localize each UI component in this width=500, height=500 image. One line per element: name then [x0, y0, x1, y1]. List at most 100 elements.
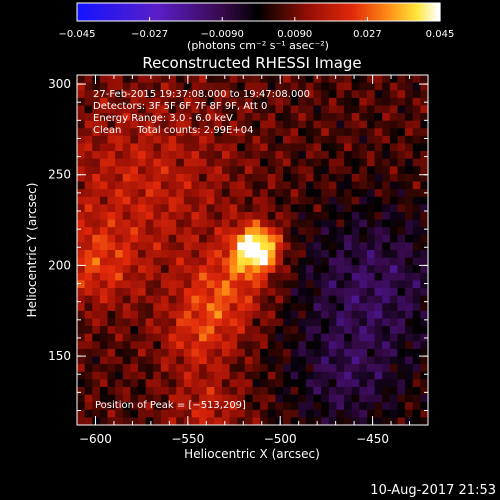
heatmap-cell	[153, 341, 162, 350]
heatmap-cell	[221, 250, 231, 259]
heatmap-cell	[267, 310, 276, 319]
heatmap-cell	[313, 97, 322, 106]
colorbar-swatch	[340, 3, 344, 21]
heatmap-cell	[366, 288, 376, 297]
heatmap-cell	[412, 158, 421, 167]
heatmap-cell	[389, 227, 398, 236]
heatmap-cell	[183, 82, 192, 91]
heatmap-cell	[153, 227, 162, 236]
heatmap-cell	[138, 341, 147, 350]
heatmap-cell	[313, 90, 322, 99]
heatmap-cell	[237, 173, 246, 183]
heatmap-cell	[214, 272, 223, 281]
heatmap-cell	[260, 166, 269, 175]
heatmap-cell	[321, 303, 330, 312]
heatmap-cell	[412, 189, 421, 198]
heatmap-cell	[275, 75, 284, 84]
heatmap-cell	[221, 158, 231, 167]
heatmap-cell	[199, 257, 208, 266]
colorbar-swatch	[349, 3, 353, 21]
heatmap-cell	[283, 90, 292, 99]
heatmap-cell	[99, 143, 109, 152]
heatmap-cell	[138, 288, 147, 297]
heatmap-cell	[77, 227, 86, 236]
heatmap-cell	[84, 333, 93, 342]
heatmap-cell	[153, 211, 162, 221]
heatmap-cell	[397, 181, 406, 190]
heatmap-cell	[183, 135, 192, 144]
heatmap-cell	[336, 356, 345, 365]
heatmap-cell	[176, 75, 185, 84]
heatmap-cell	[290, 280, 299, 289]
heatmap-cell	[183, 379, 192, 388]
heatmap-cell	[130, 356, 139, 365]
heatmap-cell	[176, 97, 185, 106]
heatmap-cell	[321, 417, 330, 425]
heatmap-cell	[115, 113, 124, 122]
heatmap-cell	[122, 181, 131, 190]
heatmap-cell	[191, 158, 200, 167]
heatmap-cell	[321, 326, 330, 335]
heatmap-cell	[84, 105, 93, 114]
heatmap-cell	[244, 151, 253, 160]
heatmap-cell	[77, 143, 86, 152]
heatmap-cell	[351, 379, 360, 388]
heatmap-cell	[405, 303, 414, 312]
heatmap-cell	[290, 128, 299, 137]
heatmap-cell	[397, 280, 406, 289]
heatmap-cell	[321, 364, 330, 373]
heatmap-cell	[183, 90, 192, 99]
heatmap-cell	[84, 135, 93, 144]
heatmap-cell	[420, 402, 428, 411]
heatmap-cell	[252, 211, 261, 221]
heatmap-cell	[99, 303, 109, 312]
colorbar-swatch	[152, 3, 157, 21]
heatmap-cell	[168, 82, 177, 91]
heatmap-cell	[214, 318, 223, 327]
heatmap-cell	[122, 417, 131, 425]
heatmap-cell	[336, 90, 345, 99]
heatmap-cell	[244, 333, 253, 342]
colorbar-swatch	[397, 3, 402, 21]
heatmap-cell	[92, 318, 101, 327]
heatmap-cell	[412, 371, 421, 380]
heatmap-cell	[199, 75, 208, 84]
y-tick-label: 200	[48, 258, 71, 272]
heatmap-cell	[275, 386, 284, 396]
heatmap-cell	[122, 166, 131, 175]
heatmap-cell	[359, 189, 368, 198]
heatmap-cell	[290, 173, 299, 183]
heatmap-cell	[122, 75, 131, 84]
heatmap-cell	[138, 211, 147, 221]
heatmap-cell	[252, 189, 261, 198]
heatmap-cell	[374, 227, 383, 236]
heatmap-cell	[214, 151, 223, 160]
heatmap-cell	[99, 75, 109, 84]
heatmap-cell	[92, 227, 101, 236]
heatmap-cell	[160, 181, 170, 190]
heatmap-cell	[405, 234, 414, 243]
heatmap-cell	[412, 288, 421, 297]
heatmap-cell	[420, 120, 428, 129]
heatmap-cell	[328, 417, 337, 425]
heatmap-cell	[92, 272, 101, 281]
heatmap-cell	[115, 280, 124, 289]
heatmap-cell	[267, 173, 276, 183]
heatmap-cell	[199, 280, 208, 289]
heatmap-cell	[412, 227, 421, 236]
heatmap-cell	[275, 295, 284, 304]
heatmap-cell	[405, 189, 414, 198]
heatmap-cell	[397, 348, 406, 358]
colorbar-swatch	[185, 3, 190, 21]
heatmap-cell	[84, 280, 93, 289]
heatmap-cell	[99, 272, 109, 281]
heatmap-cell	[397, 341, 406, 350]
colorbar-swatch	[273, 3, 278, 21]
heatmap-cell	[244, 409, 253, 418]
heatmap-cell	[389, 120, 398, 129]
heatmap-cell	[344, 341, 353, 350]
heatmap-cell	[260, 90, 269, 99]
heatmap-cell	[115, 105, 124, 114]
heatmap-cell	[130, 234, 139, 243]
